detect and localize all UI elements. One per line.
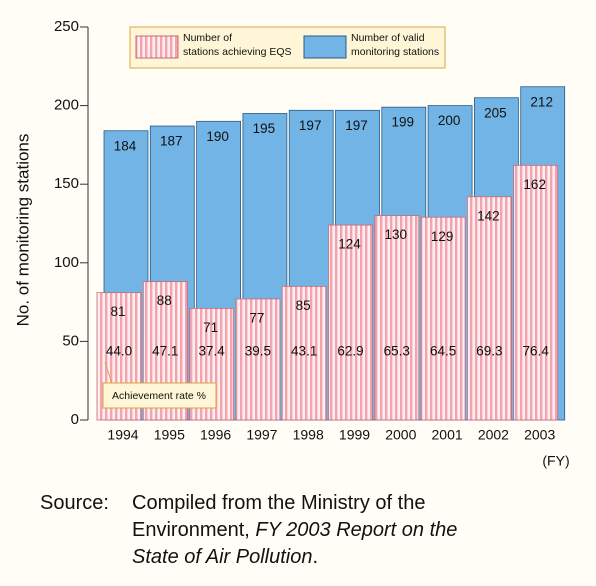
value-label: 81 xyxy=(110,304,125,319)
x-tick-label: 1998 xyxy=(293,427,324,443)
value-label: 200 xyxy=(438,113,461,128)
annotation: Achievement rate % xyxy=(112,390,206,402)
value-label: 124 xyxy=(338,237,361,252)
value-label: 142 xyxy=(477,208,500,223)
value-label: 199 xyxy=(392,115,415,130)
x-tick-label: 2003 xyxy=(524,427,555,443)
y-tick-label: 0 xyxy=(71,411,79,428)
bar xyxy=(420,216,466,421)
x-tick-label: 1997 xyxy=(246,427,277,443)
y-axis-label: No. of monitoring stations xyxy=(13,134,32,327)
value-label: 205 xyxy=(484,105,507,120)
x-tick-label: 2002 xyxy=(478,427,509,443)
y-tick-label: 50 xyxy=(62,332,79,349)
rate-label: 37.4 xyxy=(198,344,225,359)
rate-label: 64.5 xyxy=(430,344,456,359)
annotation-pointer xyxy=(104,361,113,385)
legend-swatch xyxy=(303,35,347,59)
rate-label: 44.0 xyxy=(106,344,132,359)
bar xyxy=(235,298,281,421)
source-body: Compiled from the Ministry of the Enviro… xyxy=(132,490,507,571)
value-label: 71 xyxy=(203,320,218,335)
value-label: 197 xyxy=(299,118,322,133)
value-label: 197 xyxy=(345,118,368,133)
value-label: 129 xyxy=(431,229,454,244)
x-tick-label: 2000 xyxy=(385,427,416,443)
annotation-box xyxy=(102,382,217,409)
y-tick-label: 200 xyxy=(54,97,79,114)
rate-label: 43.1 xyxy=(291,344,317,359)
x-tick-label: 1999 xyxy=(339,427,370,443)
y-tick-label: 100 xyxy=(54,254,79,271)
value-label: 212 xyxy=(530,94,553,109)
rate-label: 65.3 xyxy=(384,344,410,359)
value-label: 195 xyxy=(253,121,276,136)
bar xyxy=(513,164,559,421)
x-tick-label: 1995 xyxy=(154,427,185,443)
chart: No. of monitoring stations (FY) 0 50 100 15… xyxy=(13,18,569,469)
value-label: 88 xyxy=(157,293,172,308)
bar xyxy=(328,224,373,421)
source-end: . xyxy=(312,546,319,568)
y-tick-label: 150 xyxy=(54,175,79,192)
source: Source: Compiled from the Ministry of th… xyxy=(40,490,507,571)
legend-label: Number of valid monitoring stations xyxy=(351,32,439,58)
rate-label: 62.9 xyxy=(337,344,363,359)
x-tick-label: 1996 xyxy=(200,427,231,443)
x-unit: (FY) xyxy=(542,453,569,469)
legend-swatch xyxy=(135,35,179,59)
legend-label: Number of stations achieving EQS xyxy=(183,32,292,58)
bar xyxy=(466,196,512,421)
value-label: 162 xyxy=(523,177,546,192)
source-text: Compiled from the Ministry of the Enviro… xyxy=(132,492,426,541)
value-label: 77 xyxy=(249,311,264,326)
rate-label: 47.1 xyxy=(152,344,178,359)
rate-label: 39.5 xyxy=(245,344,271,359)
rate-label: 69.3 xyxy=(476,344,502,359)
value-label: 187 xyxy=(160,134,183,149)
x-tick-label: 2001 xyxy=(432,427,463,443)
rate-label: 76.4 xyxy=(523,344,550,359)
legend-box xyxy=(129,26,446,69)
value-label: 184 xyxy=(114,138,137,153)
value-label: 130 xyxy=(385,227,408,242)
value-label: 190 xyxy=(206,129,229,144)
source-title: FY 2003 Report on the State of Air Pollu… xyxy=(132,519,458,568)
bar xyxy=(281,285,327,421)
x-tick-label: 1994 xyxy=(107,427,138,443)
source-prefix: Source: xyxy=(40,492,109,514)
bar xyxy=(374,215,420,421)
value-label: 85 xyxy=(296,298,311,313)
y-tick-label: 250 xyxy=(54,18,79,35)
